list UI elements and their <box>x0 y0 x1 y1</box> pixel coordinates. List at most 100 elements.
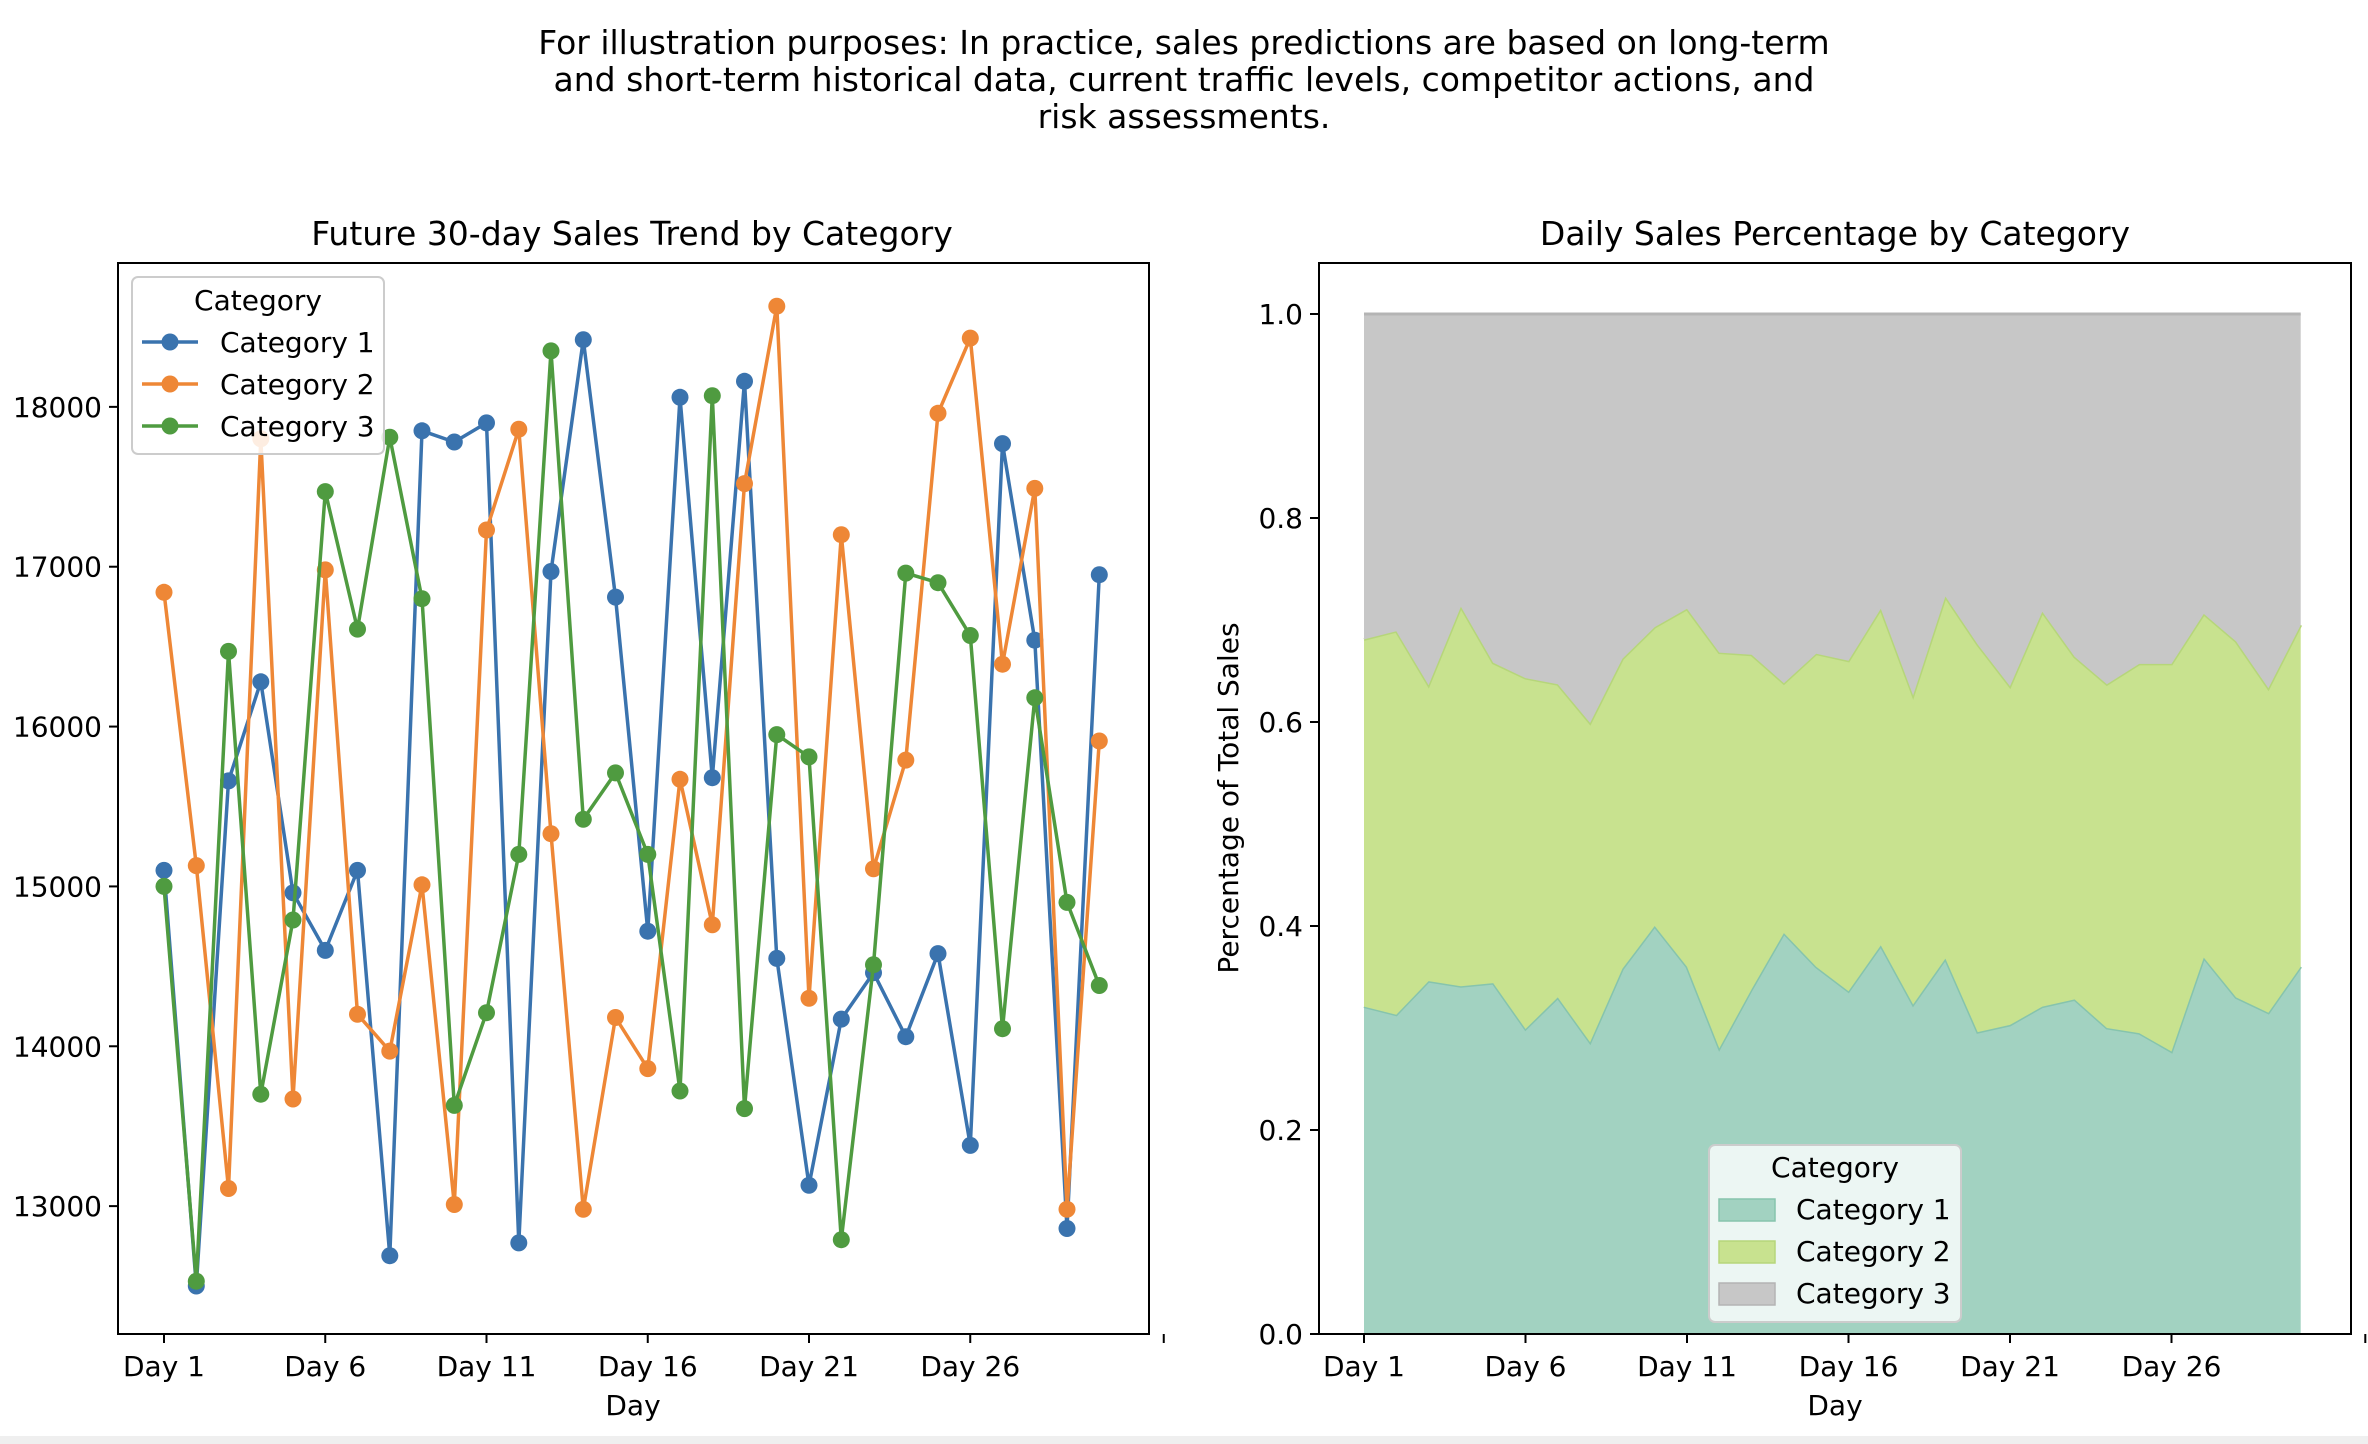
data-point <box>1687 314 1688 315</box>
data-point <box>1090 566 1108 584</box>
x-tick-label: Day 1 <box>123 1350 205 1383</box>
data-point <box>639 1060 657 1078</box>
y-tick-label: 0.4 <box>1258 910 1303 943</box>
data-point <box>542 342 560 360</box>
data-point <box>1428 314 1429 315</box>
data-point <box>671 770 689 788</box>
note-line-1: For illustration purposes: In practice, … <box>538 23 1829 62</box>
legend-label: Category 3 <box>1796 1277 1951 1310</box>
data-point <box>1026 631 1044 649</box>
data-point <box>1622 314 1623 315</box>
legend-entry-category-1: Category 1 <box>142 326 375 359</box>
data-point <box>445 1196 463 1213</box>
data-point <box>510 420 528 438</box>
data-point <box>2171 314 2172 315</box>
x-tick-label: Day 1 <box>1323 1350 1405 1383</box>
data-point <box>155 877 173 895</box>
y-tick-label: 15000 <box>13 870 102 903</box>
data-point <box>155 861 173 879</box>
data-point <box>929 404 947 422</box>
series-line-category-1 <box>162 337 1102 1288</box>
data-point <box>2074 314 2075 315</box>
data-point <box>155 583 173 601</box>
data-point <box>1977 314 1978 315</box>
data-point <box>1751 314 1752 315</box>
x-axis-label: Day <box>605 1389 660 1422</box>
area-category-3 <box>1364 312 2301 723</box>
series-line-category-3 <box>162 349 1101 1283</box>
data-point <box>994 655 1011 673</box>
data-point <box>2203 314 2204 315</box>
legend-marker <box>161 333 179 351</box>
data-point <box>381 1247 399 1265</box>
legend-title: Category <box>1771 1151 1899 1184</box>
data-point <box>929 945 947 963</box>
x-tick-label: Day 26 <box>2122 1350 2222 1383</box>
data-point <box>1396 314 1397 315</box>
legend-label: Category 1 <box>1796 1193 1951 1226</box>
data-point <box>897 564 915 582</box>
data-point <box>1783 314 1784 315</box>
data-point <box>316 941 334 959</box>
legend-label: Category 2 <box>1796 1235 1951 1268</box>
data-point <box>510 1234 528 1252</box>
data-point <box>574 1200 592 1218</box>
data-point <box>349 1005 366 1023</box>
data-point <box>349 620 366 638</box>
data-point <box>1945 314 1946 315</box>
data-point <box>1816 314 1817 315</box>
data-point <box>865 956 882 974</box>
x-axis-label: Day <box>1807 1389 1862 1422</box>
data-point <box>800 1176 818 1194</box>
data-point <box>2236 314 2237 315</box>
data-point <box>1364 314 1365 315</box>
y-tick-label: 18000 <box>13 391 102 424</box>
y-tick-label: 0.2 <box>1258 1114 1303 1147</box>
data-point <box>2300 314 2301 315</box>
area-fill-category-1 <box>1364 926 2301 1334</box>
data-point <box>961 1136 979 1154</box>
data-point <box>865 860 882 878</box>
data-point <box>220 1180 237 1197</box>
data-point <box>703 387 721 405</box>
data-point <box>800 989 818 1007</box>
x-tick-label: Day 21 <box>759 1350 859 1383</box>
data-point <box>671 388 689 406</box>
data-point <box>639 845 657 863</box>
legend: Category Category 1 Category 2 Category … <box>131 276 385 455</box>
data-point <box>832 1231 850 1249</box>
area-fill-category-3 <box>1364 314 2301 723</box>
data-point <box>413 590 431 608</box>
data-point <box>1654 314 1655 315</box>
data-point <box>961 329 979 347</box>
plot-frame <box>1318 262 2352 1335</box>
y-tick-label: 13000 <box>13 1190 102 1223</box>
legend-marker <box>161 375 179 393</box>
x-tick-label: Day 26 <box>920 1350 1020 1383</box>
y-tick-label: 0.6 <box>1258 706 1303 739</box>
y-tick-label: 17000 <box>13 551 102 584</box>
x-tick-label: Day 21 <box>1960 1350 2060 1383</box>
data-point <box>445 433 463 451</box>
y-tick-label: 14000 <box>13 1030 102 1063</box>
data-point <box>897 751 915 769</box>
legend-label: Category 2 <box>220 368 375 401</box>
data-point <box>768 949 786 967</box>
data-point <box>1880 314 1881 315</box>
data-point <box>703 769 721 787</box>
legend-entry-category-3: Category 3 <box>1718 1277 1951 1310</box>
data-point <box>703 916 721 934</box>
x-tick-label: Day 6 <box>1484 1350 1566 1383</box>
data-point <box>542 825 560 843</box>
data-point <box>574 331 592 349</box>
legend-entry-category-2: Category 2 <box>142 368 375 401</box>
data-point <box>478 414 495 432</box>
series-category-2 <box>155 297 1108 1218</box>
legend-swatch <box>1718 1282 1776 1306</box>
data-point <box>2106 314 2107 315</box>
data-point <box>2139 314 2140 315</box>
sales-percentage-chart: Daily Sales Percentage by Category 0.00.… <box>1212 214 2367 1422</box>
y-axis-ticks: 13000 14000 15000 16000 17000 18000 <box>13 391 118 1223</box>
data-point <box>1058 1220 1076 1237</box>
y-axis-ticks: 0.0 0.2 0.4 0.6 0.8 1.0 <box>1258 298 1319 1351</box>
